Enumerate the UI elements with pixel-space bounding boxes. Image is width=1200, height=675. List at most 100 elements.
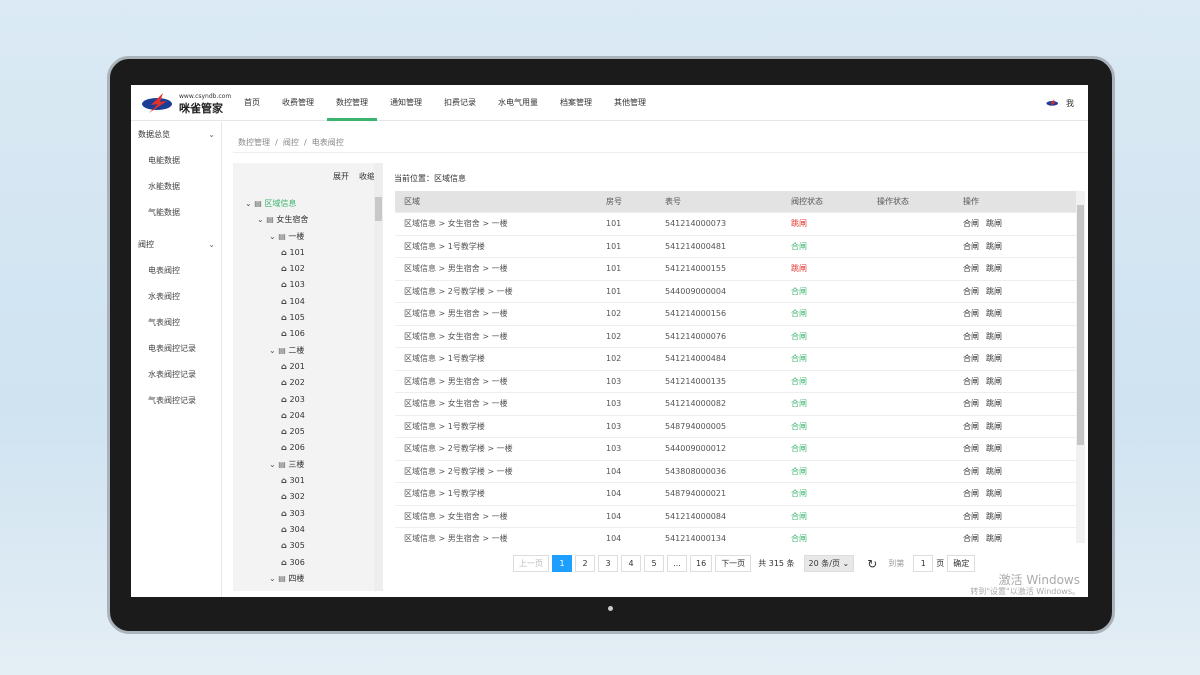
page-input[interactable]: 1 (913, 555, 934, 572)
sidebar-item[interactable]: 气表阀控 (148, 318, 180, 327)
tree-node[interactable]: ⌂ 104 (233, 294, 373, 310)
tree-node[interactable]: ⌄ ▤ 女生宿舍 (233, 212, 373, 228)
trip-switch-link[interactable]: 跳闸 (986, 421, 1002, 431)
user-menu[interactable]: 我 (1046, 97, 1074, 109)
trip-switch-link[interactable]: 跳闸 (986, 309, 1002, 318)
area-cell: 区域信息 > 女生宿舍 > 一楼 (404, 331, 508, 341)
scroll-thumb[interactable] (375, 197, 382, 221)
nav-item[interactable]: 收费管理 (282, 98, 314, 107)
trip-switch-link[interactable]: 跳闸 (986, 241, 1002, 251)
tree-node[interactable]: ⌂ 201 (233, 359, 373, 375)
tree-node[interactable]: ⌄ ▤ 一楼 (233, 229, 373, 245)
trip-switch-link[interactable]: 跳闸 (986, 399, 1002, 408)
tree-node[interactable]: ⌂ 301 (233, 473, 373, 489)
page-button[interactable]: ... (667, 555, 687, 572)
tree-node[interactable]: ⌂ 304 (233, 522, 373, 538)
sidebar-item[interactable]: 电表阀控 (148, 266, 180, 275)
close-switch-link[interactable]: 合闸 (963, 309, 979, 318)
close-switch-link[interactable]: 合闸 (963, 264, 979, 273)
sidebar-item[interactable]: 气能数据 (148, 208, 180, 217)
trip-switch-link[interactable]: 跳闸 (986, 264, 1002, 273)
sidebar-item[interactable]: 水表阀控 (148, 292, 180, 301)
tree-node[interactable]: ⌂ 303 (233, 506, 373, 522)
tree-node[interactable]: ⌂ 102 (233, 261, 373, 277)
tree-node[interactable]: ⌂ 204 (233, 408, 373, 424)
actions-cell: 合闸 跳闸 (963, 236, 1076, 258)
tree-scrollbar[interactable] (374, 163, 383, 591)
sidebar-item[interactable]: 电能数据 (148, 156, 180, 165)
tree-node-label: 三楼 (288, 459, 305, 469)
page-size-select[interactable]: 20 条/页 ⌄ (803, 555, 855, 572)
page-button[interactable]: 16 (690, 555, 713, 572)
page-button[interactable]: 2 (575, 555, 595, 572)
tree-node[interactable]: ⌂ 205 (233, 424, 373, 440)
tree-node[interactable]: ⌂ 306 (233, 555, 373, 571)
nav-item[interactable]: 其他管理 (614, 98, 646, 107)
close-switch-link[interactable]: 合闸 (963, 219, 979, 228)
sidebar-item[interactable]: 水能数据 (148, 182, 180, 191)
trip-switch-link[interactable]: 跳闸 (986, 286, 1002, 296)
operation-status (877, 483, 963, 505)
close-switch-link[interactable]: 合闸 (963, 354, 979, 363)
tree-node[interactable]: ⌄ ▤ 二楼 (233, 343, 373, 359)
sidebar-group[interactable]: 阀控 ⌄ (131, 232, 221, 258)
tree-node[interactable]: ⌂ 106 (233, 326, 373, 342)
trip-switch-link[interactable]: 跳闸 (986, 466, 1002, 476)
expand-button[interactable]: 展开 (333, 172, 349, 181)
tree-node[interactable]: ⌄ ▤ 区域信息 (233, 196, 373, 212)
trip-switch-link[interactable]: 跳闸 (986, 354, 1002, 363)
nav-item[interactable]: 档案管理 (560, 98, 592, 107)
sidebar-item[interactable]: 气表阀控记录 (148, 396, 196, 405)
close-switch-link[interactable]: 合闸 (963, 466, 979, 476)
page-button[interactable]: 5 (644, 555, 664, 572)
trip-switch-link[interactable]: 跳闸 (986, 376, 1002, 386)
close-switch-link[interactable]: 合闸 (963, 399, 979, 408)
scroll-thumb[interactable] (1077, 205, 1084, 445)
collapse-button[interactable]: 收缩 (359, 172, 375, 181)
next-page-button[interactable]: 下一页 (715, 555, 752, 572)
trip-switch-link[interactable]: 跳闸 (986, 511, 1002, 521)
page-button[interactable]: 1 (552, 555, 572, 572)
prev-page-button[interactable]: 上一页 (513, 555, 549, 572)
tree-node[interactable]: ⌂ 103 (233, 277, 373, 293)
trip-switch-link[interactable]: 跳闸 (986, 444, 1002, 453)
tree-node[interactable]: ⌄ ▤ 四楼 (233, 571, 373, 587)
building-icon: ▤ (266, 215, 277, 225)
sidebar-group[interactable]: 数据总览 ⌄ (131, 122, 221, 148)
nav-item[interactable]: 扣费记录 (444, 98, 476, 107)
tree-node[interactable]: ⌂ 202 (233, 375, 373, 391)
nav-item[interactable]: 首页 (244, 98, 260, 107)
close-switch-link[interactable]: 合闸 (963, 331, 979, 341)
tree-node[interactable]: ⌂ 302 (233, 489, 373, 505)
tree-node[interactable]: ⌄ ▤ 三楼 (233, 457, 373, 473)
sidebar-item[interactable]: 水表阀控记录 (148, 370, 196, 379)
sidebar-item[interactable]: 电表阀控记录 (148, 344, 196, 353)
close-switch-link[interactable]: 合闸 (963, 511, 979, 521)
nav-item[interactable]: 数控管理 (327, 85, 377, 121)
table-scrollbar[interactable] (1076, 191, 1085, 543)
confirm-button[interactable]: 确定 (947, 555, 976, 572)
close-switch-link[interactable]: 合闸 (963, 489, 979, 498)
close-switch-link[interactable]: 合闸 (963, 286, 979, 296)
trip-switch-link[interactable]: 跳闸 (986, 489, 1002, 498)
tree-node[interactable]: ⌂ 203 (233, 392, 373, 408)
page-button[interactable]: 3 (598, 555, 618, 572)
close-switch-link[interactable]: 合闸 (963, 421, 979, 431)
tree-node[interactable]: ⌂ 305 (233, 538, 373, 554)
tree-node[interactable]: ⌂ 105 (233, 310, 373, 326)
page-button[interactable]: 4 (621, 555, 641, 572)
refresh-icon[interactable]: ↻ (867, 556, 878, 571)
nav-item[interactable]: 通知管理 (390, 98, 422, 107)
trip-switch-link[interactable]: 跳闸 (986, 331, 1002, 341)
close-switch-link[interactable]: 合闸 (963, 444, 979, 453)
close-switch-link[interactable]: 合闸 (963, 241, 979, 251)
tree-node[interactable]: ⌂ 101 (233, 245, 373, 261)
actions-cell: 合闸 跳闸 (963, 461, 1076, 483)
trip-switch-link[interactable]: 跳闸 (986, 534, 1002, 543)
trip-switch-link[interactable]: 跳闸 (986, 219, 1002, 228)
tree-node[interactable]: ⌂ 206 (233, 440, 373, 456)
chevron-down-icon: ⌄ (269, 231, 279, 241)
nav-item[interactable]: 水电气用量 (498, 98, 538, 107)
close-switch-link[interactable]: 合闸 (963, 376, 979, 386)
close-switch-link[interactable]: 合闸 (963, 534, 979, 543)
